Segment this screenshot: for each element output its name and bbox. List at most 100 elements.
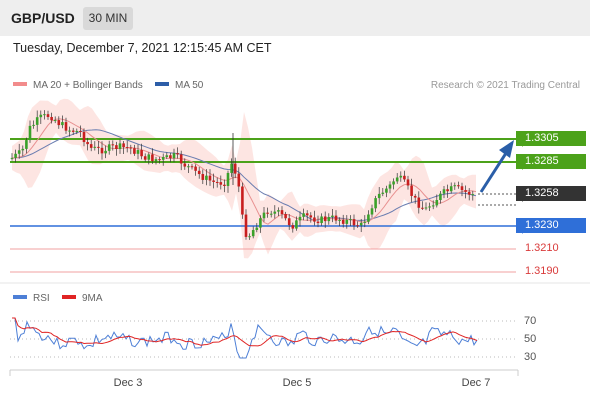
candle-body (32, 124, 35, 126)
legend-rsi: RSI (13, 293, 50, 304)
candle-body (302, 213, 305, 217)
candle-body (255, 227, 259, 231)
forecast-arrow-head (499, 140, 514, 158)
candle-body (165, 155, 169, 157)
candle-body (50, 116, 53, 121)
rsi-tick-70: 70 (524, 315, 537, 327)
candle-body (457, 185, 460, 187)
credit-text: Research © 2021 Trading Central (430, 80, 580, 91)
candle-body (46, 114, 50, 117)
forecast-arrow-shaft (479, 149, 510, 193)
candle-body (345, 219, 349, 224)
candle-body (305, 213, 309, 216)
candle-body (183, 163, 187, 167)
candle-body (143, 156, 147, 160)
candle-body (413, 195, 417, 198)
candle-body (35, 117, 39, 125)
candle-body (410, 185, 413, 196)
candle-body (471, 194, 475, 196)
candle-body (428, 206, 431, 208)
candle-body (417, 197, 421, 208)
candle-body (133, 148, 136, 154)
timestamp: Tuesday, December 7, 2021 12:15:45 AM CE… (13, 41, 272, 55)
legend-ma20-label: MA 20 + Bollinger Bands (33, 80, 143, 91)
price-label-resistance-2: 1.3285 (516, 154, 586, 169)
candle-body (25, 140, 28, 149)
candle-body (71, 130, 75, 132)
candle-body (359, 222, 363, 226)
rsi-tick-50: 50 (524, 333, 537, 345)
candle-body (266, 212, 269, 214)
candle-body (129, 147, 133, 149)
candle-body (244, 214, 248, 237)
candle-body (205, 175, 208, 180)
candle-body (251, 230, 255, 237)
price-label-resistance-1: 1.3305 (516, 131, 586, 146)
candle-body (230, 163, 233, 173)
candle-body (392, 181, 395, 185)
candle-body (226, 172, 230, 186)
candle-body (158, 159, 161, 161)
rsi-line (12, 317, 478, 359)
candle-body (136, 150, 140, 154)
candle-body (320, 216, 323, 224)
ma9-swatch (62, 295, 76, 300)
candle-body (104, 150, 107, 154)
candle-body (349, 219, 352, 221)
candle-body (431, 205, 435, 207)
candle-body (313, 217, 316, 222)
candle-body (435, 200, 439, 206)
candle-body (201, 174, 205, 180)
candle-body (421, 207, 424, 209)
candle-body (370, 208, 374, 215)
candle-body (237, 173, 241, 187)
candle-body (86, 142, 89, 145)
candle-body (61, 122, 64, 126)
candle-body (460, 186, 464, 191)
ma50-line (11, 129, 477, 221)
candle-body (219, 182, 223, 185)
candle-body (179, 154, 183, 164)
legend-rsi-label: RSI (33, 293, 50, 304)
candle-body (280, 210, 284, 215)
candle-body (453, 185, 457, 187)
candle-body (57, 120, 61, 126)
legend-ma50-label: MA 50 (175, 80, 204, 91)
candle-body (82, 131, 86, 143)
candle-body (399, 175, 403, 178)
legend-ma50: MA 50 (155, 80, 203, 91)
candle-body (14, 153, 17, 158)
bollinger-band (12, 98, 476, 259)
price-label-support-2: 1.3190 (525, 265, 559, 277)
candle-body (122, 143, 125, 148)
candle-body (284, 214, 287, 219)
candle-body (341, 219, 345, 224)
candle-body (125, 147, 129, 149)
candle-body (259, 218, 262, 228)
header-bar: GBP/USD 30 MIN (0, 0, 590, 36)
candlestick-series (10, 110, 475, 240)
candle-body (107, 144, 111, 151)
candle-body (442, 189, 446, 194)
candle-body (154, 159, 158, 162)
candle-body (367, 214, 370, 222)
candle-body (334, 215, 338, 221)
candle-body (17, 150, 21, 154)
candle-body (111, 144, 115, 146)
timeframe-badge[interactable]: 30 MIN (83, 7, 133, 30)
candle-body (64, 122, 68, 131)
ma20-line (11, 118, 477, 225)
candle-body (262, 212, 266, 219)
candle-body (212, 180, 215, 182)
candle-body (298, 216, 302, 221)
candle-body (79, 130, 82, 132)
ma20-swatch (13, 82, 27, 87)
legend-ma20: MA 20 + Bollinger Bands (13, 80, 143, 91)
candle-body (338, 219, 341, 221)
candle-body (100, 147, 104, 154)
candle-body (403, 175, 406, 180)
candle-body (248, 236, 251, 238)
candle-body (169, 155, 172, 159)
candle-body (269, 213, 273, 215)
